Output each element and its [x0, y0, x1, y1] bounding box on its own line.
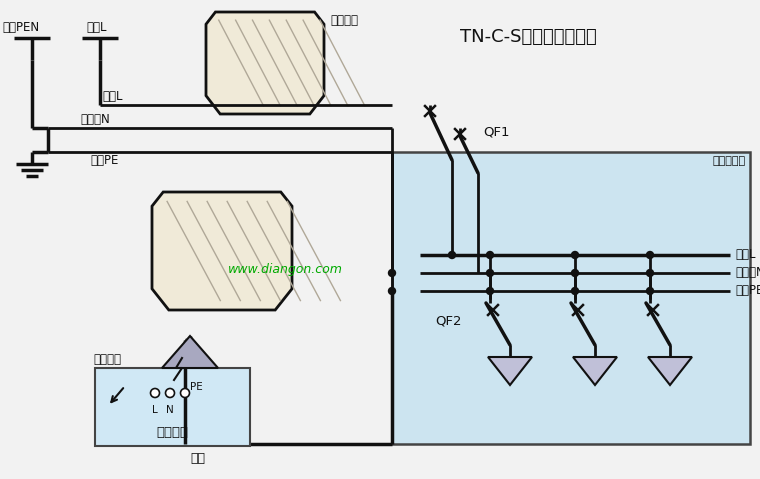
Text: QF2: QF2: [435, 315, 461, 328]
Text: 中性线N: 中性线N: [735, 266, 760, 280]
Circle shape: [166, 388, 175, 398]
Text: 户内配电笱: 户内配电笱: [713, 156, 746, 166]
Text: 相线L: 相线L: [102, 90, 122, 103]
Bar: [392, 152, 750, 444]
Text: L: L: [152, 405, 158, 415]
Text: 入户墙体: 入户墙体: [330, 14, 358, 27]
Circle shape: [572, 287, 578, 295]
Text: 相线L: 相线L: [735, 249, 755, 262]
Polygon shape: [162, 336, 218, 368]
Circle shape: [572, 251, 578, 259]
Circle shape: [388, 270, 395, 276]
Text: PE: PE: [190, 382, 203, 392]
Text: 地线PE: 地线PE: [90, 154, 119, 167]
Circle shape: [647, 287, 654, 295]
Text: TN-C-S入户及线路保护: TN-C-S入户及线路保护: [460, 28, 597, 46]
Polygon shape: [488, 357, 532, 385]
Circle shape: [181, 388, 189, 398]
Polygon shape: [152, 192, 292, 310]
Circle shape: [647, 270, 654, 276]
Text: www.diangon.com: www.diangon.com: [227, 263, 343, 276]
Text: 电缆: 电缆: [190, 452, 205, 465]
Text: 零线PEN: 零线PEN: [2, 21, 39, 34]
Text: QF1: QF1: [483, 125, 509, 138]
Circle shape: [388, 287, 395, 295]
Circle shape: [448, 251, 455, 259]
Text: 接地故障: 接地故障: [93, 353, 121, 366]
Polygon shape: [573, 357, 617, 385]
Text: 地线PE: 地线PE: [735, 285, 760, 297]
Circle shape: [486, 287, 493, 295]
Text: N: N: [166, 405, 174, 415]
Polygon shape: [206, 12, 324, 114]
Bar: [95, 368, 250, 446]
Circle shape: [150, 388, 160, 398]
Polygon shape: [648, 357, 692, 385]
Text: 火线L: 火线L: [86, 21, 106, 34]
Circle shape: [486, 251, 493, 259]
Circle shape: [486, 270, 493, 276]
Text: 用电设备: 用电设备: [157, 425, 188, 438]
Text: 中性线N: 中性线N: [80, 113, 109, 126]
Circle shape: [572, 270, 578, 276]
Circle shape: [647, 251, 654, 259]
